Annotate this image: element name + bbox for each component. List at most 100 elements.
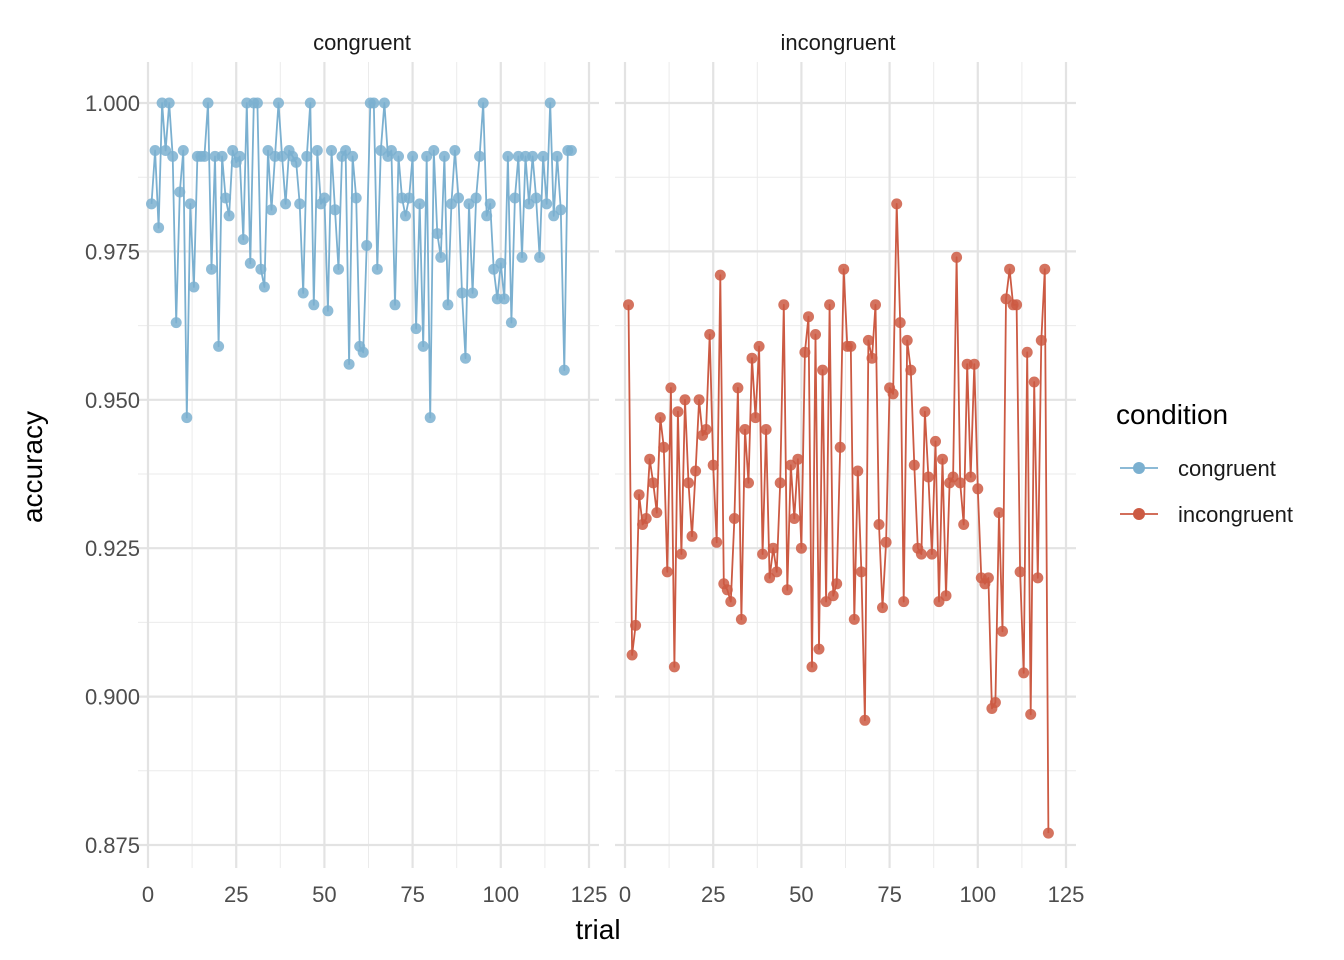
data-point-incongruent [845,340,857,352]
data-point-congruent [516,251,528,263]
data-point-congruent [541,198,553,210]
data-point-congruent [280,198,292,210]
data-point-incongruent [1042,827,1054,839]
x-tick-label: 50 [789,882,813,907]
data-point-congruent [527,150,539,162]
data-point-incongruent [866,352,878,364]
data-point-incongruent [997,625,1008,637]
data-point-congruent [304,97,316,109]
data-point-congruent [153,222,165,234]
data-point-congruent [565,145,577,156]
x-tick-label: 100 [959,882,996,907]
data-point-incongruent [937,453,948,465]
data-point-incongruent [968,358,980,370]
x-tick-label: 75 [877,882,901,907]
data-point-incongruent [644,453,656,465]
data-point-incongruent [877,602,888,614]
data-point-incongruent [781,584,793,596]
data-point-incongruent [926,548,938,560]
data-point-congruent [424,412,436,424]
data-point-congruent [456,287,468,299]
data-point-congruent [389,299,401,311]
y-axis-tick-labels: 0.875 0.900 0.925 0.950 0.975 1.000 [85,91,140,858]
data-point-incongruent [930,435,941,447]
x-tick-label: 0 [619,882,631,907]
data-point-incongruent [1011,299,1023,311]
data-point-incongruent [810,329,821,340]
data-point-congruent [534,251,546,263]
data-point-congruent [273,97,284,109]
data-point-incongruent [792,453,804,465]
data-point-congruent [198,150,210,162]
x-tick-label: 0 [142,882,154,907]
data-point-congruent [428,145,440,156]
data-point-incongruent [958,519,970,530]
x-tick-label: 50 [312,882,336,907]
data-point-incongruent [827,590,839,602]
data-point-congruent [177,145,189,156]
legend-label-incongruent: incongruent [1178,502,1293,527]
data-point-incongruent [887,388,899,400]
data-point-congruent [544,97,556,109]
data-point-incongruent [838,263,850,275]
data-point-incongruent [700,424,712,435]
data-point-incongruent [803,311,814,323]
data-point-incongruent [647,477,659,489]
y-axis-title: accuracy [17,411,48,523]
legend-key-point-incongruent [1133,508,1145,520]
data-point-incongruent [891,198,903,210]
data-point-congruent [188,281,200,293]
legend: condition congruent incongruent [1116,399,1293,527]
grid-congruent-panel [138,62,599,868]
data-point-incongruent [630,619,642,631]
data-point-congruent [297,287,309,299]
data-point-congruent [181,412,193,424]
data-point-congruent [216,150,228,162]
data-point-incongruent [965,471,977,483]
data-point-congruent [347,150,359,162]
y-tick-label: 1.000 [85,91,140,116]
data-point-incongruent [714,269,726,281]
series-layer [146,97,1054,839]
data-point-congruent [505,317,517,329]
data-point-congruent [467,287,479,299]
data-point-incongruent [704,329,716,340]
data-point-congruent [438,150,450,162]
data-point-congruent [170,317,182,329]
data-point-incongruent [778,299,790,311]
data-point-incongruent [831,578,843,590]
data-point-congruent [477,97,489,109]
data-point-incongruent [683,477,694,489]
data-point-incongruent [686,530,698,542]
data-point-incongruent [1032,572,1044,584]
data-point-congruent [407,150,419,162]
data-point-incongruent [774,477,786,489]
data-point-incongruent [1028,376,1040,388]
y-tick-label: 0.900 [85,685,140,710]
data-point-congruent [234,150,246,162]
data-point-congruent [308,299,320,311]
data-point-congruent [530,192,542,204]
data-point-congruent [318,192,330,204]
data-point-incongruent [728,513,740,524]
data-point-incongruent [951,251,963,263]
data-point-incongruent [880,536,892,548]
legend-key-point-congruent [1133,462,1145,474]
data-point-congruent [343,358,355,370]
data-point-congruent [206,263,217,275]
y-tick-label: 0.875 [85,833,140,858]
data-point-congruent [393,150,404,162]
data-point-incongruent [693,394,705,406]
data-point-incongruent [1039,263,1051,275]
data-point-congruent [414,198,426,210]
x-tick-label: 100 [482,882,519,907]
data-point-incongruent [922,471,934,483]
data-point-congruent [294,198,306,210]
data-point-incongruent [848,613,860,625]
data-point-incongruent [1021,346,1033,358]
x-axis-tick-labels-congruent: 0 25 50 75 100 125 [142,882,607,907]
data-point-incongruent [824,299,836,311]
data-point-congruent [223,210,235,222]
data-point-incongruent [989,697,1001,708]
data-point-incongruent [813,643,825,655]
